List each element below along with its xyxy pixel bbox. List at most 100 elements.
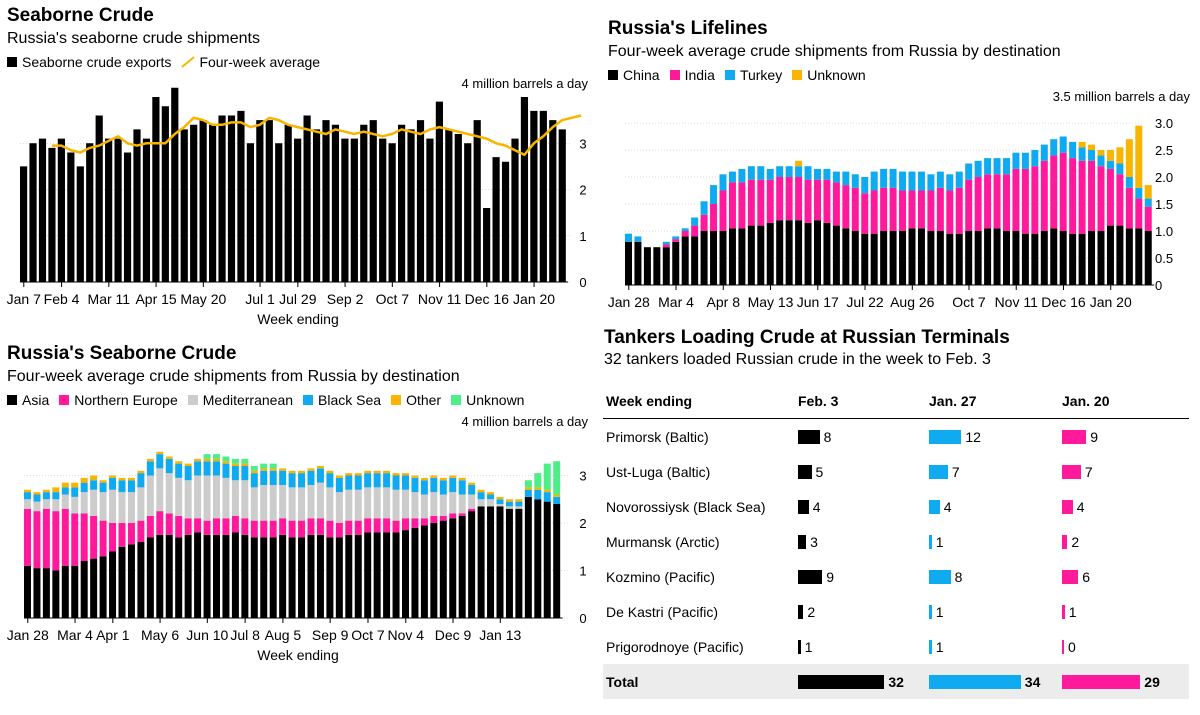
bar-segment — [137, 470, 145, 474]
bar-segment — [1144, 231, 1152, 285]
bar-segment — [364, 487, 372, 519]
bar-segment — [213, 475, 220, 519]
legend-label: Unknown — [466, 392, 525, 408]
bar-segment — [165, 458, 173, 474]
bar-segment — [175, 477, 183, 516]
legend-swatch — [451, 395, 462, 405]
bar-segment — [364, 473, 372, 488]
bar-segment — [118, 477, 126, 481]
bar-segment — [505, 501, 513, 507]
count-cell: 29 — [1059, 664, 1189, 699]
bar-segment — [439, 494, 447, 516]
bar-segment — [823, 179, 831, 223]
bar-segment — [307, 518, 315, 535]
total-row: Total 32 34 29 — [603, 664, 1189, 699]
bar-segment — [345, 475, 353, 490]
bar-segment — [889, 187, 897, 231]
bar-segment — [316, 534, 324, 618]
y-tick-label: 3 — [579, 136, 586, 151]
bar-segment — [439, 480, 447, 495]
bar-segment — [335, 523, 343, 538]
bar-segment — [24, 508, 31, 566]
bar-segment — [524, 480, 532, 488]
bar-segment — [383, 487, 391, 519]
bar-segment — [993, 228, 1001, 285]
count-cell: 1 — [926, 594, 1059, 629]
x-tick-label: Jun 17 — [797, 294, 839, 310]
bar-segment — [719, 231, 727, 285]
bar-segment — [194, 475, 202, 519]
bar-segment — [184, 466, 192, 481]
x-tick-label: Jul 1 — [245, 291, 275, 307]
header-week-3: Jan. 20 — [1059, 384, 1189, 419]
bar-segment — [335, 492, 343, 523]
bar-segment — [449, 513, 457, 519]
bar-segment — [1021, 168, 1029, 234]
bar-segment — [543, 463, 551, 490]
legend-swatch — [724, 70, 735, 80]
bar-segment — [993, 158, 1001, 175]
bar-segment — [908, 171, 916, 191]
bar-segment — [165, 473, 173, 514]
bar — [388, 143, 396, 282]
x-tick-label: Apr 15 — [135, 291, 176, 307]
bar-segment — [955, 187, 963, 234]
count-bar — [1062, 499, 1073, 514]
x-tick-label: Nov 4 — [387, 627, 424, 643]
bar-segment — [1125, 187, 1133, 229]
count-label: 29 — [1144, 673, 1160, 690]
x-tick-label: May 6 — [141, 627, 179, 643]
bar-segment — [1088, 144, 1096, 150]
bar-segment — [757, 166, 765, 180]
bar-segment — [728, 228, 736, 285]
bar-segment — [747, 225, 755, 285]
bar-segment — [439, 515, 447, 521]
bar-segment — [373, 470, 381, 474]
bar-segment — [269, 463, 277, 469]
bar-segment — [1059, 231, 1067, 285]
bar — [67, 152, 75, 282]
bar-segment — [203, 458, 211, 462]
x-tick-label: Apr 1 — [96, 627, 130, 643]
bar-segment — [222, 518, 230, 535]
bar-segment — [194, 532, 202, 618]
legend-swatch — [792, 70, 803, 80]
bar-segment — [468, 485, 476, 495]
lifelines-legend: China India Turkey Unknown — [608, 67, 876, 83]
bar — [57, 138, 65, 282]
x-tick-label: Jul 22 — [846, 294, 884, 310]
bar-segment — [392, 475, 400, 490]
bar-segment — [1125, 228, 1133, 285]
bar-segment — [335, 537, 343, 618]
x-tick-label: Nov 11 — [418, 291, 462, 307]
count-label: 7 — [951, 463, 960, 480]
bar-segment — [33, 501, 41, 512]
bar-segment — [80, 513, 88, 561]
bar — [114, 138, 122, 282]
bar-segment — [1040, 231, 1048, 285]
count-bar — [929, 499, 940, 514]
bar-segment — [430, 477, 438, 493]
bar-segment — [80, 492, 88, 514]
bar-segment — [496, 499, 504, 504]
bar-segment — [175, 463, 183, 478]
count-label: 4 — [1076, 498, 1085, 515]
bar-segment — [1106, 168, 1114, 226]
legend-label: India — [684, 67, 715, 83]
bar — [246, 143, 254, 282]
bar — [473, 120, 481, 282]
bar-segment — [747, 179, 755, 226]
bar-segment — [260, 485, 268, 521]
bar-segment — [1135, 228, 1143, 285]
bar-segment — [672, 241, 680, 285]
bar-segment — [993, 174, 1001, 229]
bar-segment — [109, 475, 117, 478]
bar — [435, 101, 443, 282]
y-tick-label: 1.0 — [1155, 224, 1173, 239]
bar-segment — [870, 171, 878, 191]
bar-segment — [534, 487, 542, 490]
bar-segment — [288, 487, 296, 521]
count-label: 9 — [826, 568, 835, 585]
bar-segment — [908, 190, 916, 229]
bar-segment — [411, 518, 419, 528]
